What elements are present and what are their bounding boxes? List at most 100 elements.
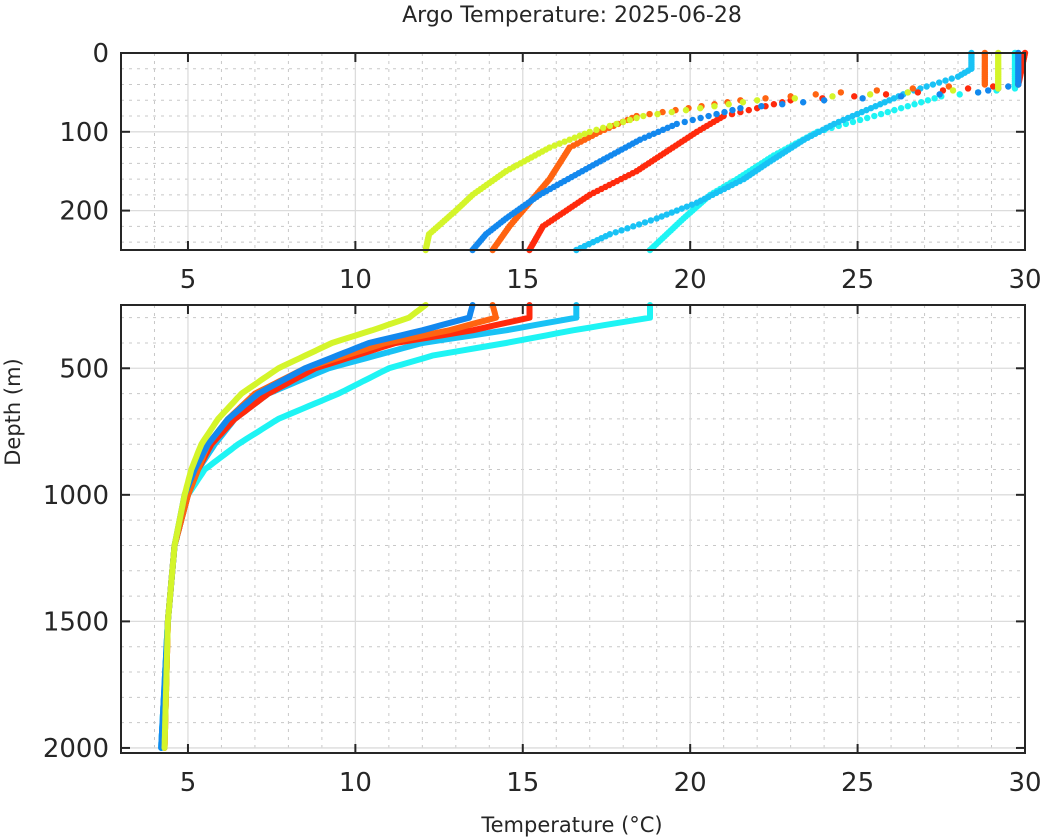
data-point: [668, 209, 675, 216]
x-tick-label: 5: [180, 265, 197, 295]
data-point: [566, 136, 573, 143]
data-point: [936, 79, 943, 86]
lower-grid: [120, 305, 1026, 753]
data-point: [668, 108, 675, 116]
data-point: [945, 83, 953, 90]
data-point: [635, 221, 643, 228]
x-tick-label: 30: [1008, 768, 1041, 798]
data-point: [556, 140, 563, 147]
data-point: [697, 104, 704, 112]
data-point: [791, 95, 799, 102]
data-point: [739, 99, 747, 106]
data-point: [871, 112, 878, 120]
data-point: [909, 85, 917, 92]
data-point: [681, 118, 688, 126]
series-profile-5-dots: [573, 49, 975, 254]
data-point: [984, 87, 992, 94]
data-point: [936, 91, 943, 98]
data-point: [673, 207, 680, 214]
data-point: [931, 95, 938, 102]
data-point: [897, 93, 905, 100]
data-point: [581, 130, 588, 137]
data-point: [646, 110, 653, 118]
x-tick-label: 25: [841, 768, 874, 798]
upper-ticks: 5 10 15 20 25 30 0 100 200: [59, 39, 1041, 295]
data-point: [571, 134, 578, 141]
data-point: [678, 205, 686, 212]
data-point: [682, 106, 690, 114]
data-point: [949, 87, 957, 94]
data-point: [877, 110, 885, 118]
data-point: [929, 81, 937, 88]
data-point: [683, 203, 691, 210]
data-point: [923, 83, 930, 90]
data-point: [989, 83, 997, 90]
y-tick-label: 200: [59, 197, 109, 227]
lower-series-group: [158, 302, 653, 751]
y-tick-label: 100: [59, 118, 109, 148]
data-point: [653, 215, 660, 222]
data-point: [612, 229, 619, 236]
series-profile-5-line: [158, 302, 580, 751]
data-point: [882, 91, 890, 98]
lower-series-clip: [158, 302, 653, 751]
data-point: [737, 104, 744, 112]
x-tick-label: 25: [841, 265, 874, 295]
upper-panel: 5 10 15 20 25 30 0 100 200: [59, 39, 1041, 295]
data-point: [918, 99, 925, 106]
lower-panel: 5 10 15 20 25 30 500 1000 1500 2000: [43, 302, 1042, 798]
data-point: [613, 120, 620, 128]
data-point: [812, 91, 819, 98]
x-tick-label: 20: [674, 768, 707, 798]
data-point: [689, 116, 696, 124]
data-point: [891, 106, 898, 114]
data-point: [711, 102, 718, 110]
series-profile-4-line: [161, 302, 533, 751]
x-tick-label: 10: [339, 768, 372, 798]
data-point: [693, 199, 701, 206]
data-point: [873, 87, 881, 94]
data-point: [866, 91, 874, 98]
data-point: [779, 101, 786, 108]
data-point: [911, 101, 918, 108]
y-tick-label: 2000: [43, 734, 109, 764]
data-point: [624, 225, 631, 232]
data-point: [659, 108, 666, 116]
data-point: [864, 114, 871, 122]
data-point: [820, 97, 828, 104]
data-point: [856, 116, 864, 124]
data-point: [663, 211, 670, 218]
data-point: [713, 110, 720, 118]
data-point: [599, 124, 607, 132]
data-point: [620, 118, 627, 126]
data-point: [948, 75, 955, 82]
data-point: [705, 112, 712, 120]
data-point: [606, 122, 614, 130]
series-profile-3-dots: [489, 49, 989, 254]
data-point: [981, 81, 989, 88]
lower-axes-frame: [120, 304, 1026, 754]
data-point: [647, 217, 655, 224]
data-point: [762, 95, 769, 102]
upper-grid: [120, 52, 1026, 250]
data-point: [697, 114, 704, 122]
data-point: [995, 85, 1002, 92]
y-tick-label: 500: [59, 354, 109, 384]
y-axis-label: Depth (m): [1, 358, 25, 465]
data-point: [837, 89, 845, 96]
data-point: [954, 73, 962, 80]
data-point: [924, 97, 932, 104]
x-tick-label: 15: [506, 768, 539, 798]
chart-title: Argo Temperature: 2025-06-28: [402, 3, 742, 28]
data-point: [904, 89, 912, 96]
y-tick-label: 0: [92, 39, 109, 69]
series-profile-3-line: [161, 302, 499, 751]
data-point: [630, 223, 637, 230]
data-point: [551, 142, 558, 149]
data-point: [859, 95, 866, 102]
series-profile-6-dots: [646, 49, 1019, 254]
upper-series-group: [422, 49, 1029, 254]
x-axis-label: Temperature (°C): [480, 813, 662, 837]
data-point: [618, 227, 625, 234]
